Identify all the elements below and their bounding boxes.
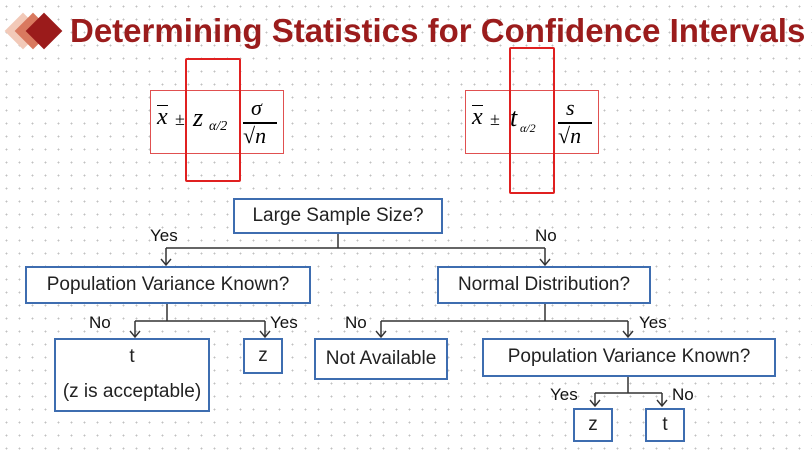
alpha-half-subscript: α/2 [520, 121, 536, 135]
sqrt-n-denominator: √n [243, 123, 267, 148]
plus-minus-symbol: ± [175, 109, 185, 129]
alpha-half-subscript: α/2 [209, 119, 228, 134]
node-z-2: z [573, 408, 613, 442]
edge-label-pv2-no: No [672, 385, 694, 404]
plus-minus-symbol: ± [490, 109, 500, 129]
edge-label-pv2-yes: Yes [550, 385, 578, 404]
s-numerator: s [566, 95, 575, 120]
formula-t-box: x ± t α/2 s √n [465, 90, 599, 154]
xbar-symbol: x [472, 104, 483, 130]
t-symbol: t [510, 103, 518, 132]
title-bar: Determining Statistics for Confidence In… [0, 6, 812, 56]
node-t-z-acceptable: t (z is acceptable) [54, 338, 210, 412]
edge-label-nd-no: No [345, 313, 367, 332]
sqrt-n-denominator: √n [558, 123, 582, 148]
node-normal-distribution: Normal Distribution? [437, 266, 651, 304]
t-highlight-box [509, 47, 555, 194]
edge-label-pv1-yes: Yes [270, 313, 298, 332]
node-t-label: t [129, 346, 135, 368]
formula-z-box: x ± z α/2 σ √n [150, 90, 284, 154]
edge-label-root-no: No [535, 226, 557, 245]
edge-label-root-yes: Yes [150, 226, 178, 245]
fraction-bar [558, 122, 592, 124]
z-highlight-box [185, 58, 241, 182]
page-title: Determining Statistics for Confidence In… [70, 12, 806, 49]
fraction-bar [243, 122, 277, 124]
node-not-available: Not Available [314, 338, 448, 380]
edge-label-nd-yes: Yes [639, 313, 667, 332]
node-population-variance-known-2: Population Variance Known? [482, 338, 776, 377]
node-population-variance-known-1: Population Variance Known? [25, 266, 311, 304]
sigma-numerator: σ [251, 95, 262, 120]
edge-label-pv1-no: No [89, 313, 111, 332]
z-symbol: z [193, 103, 204, 132]
node-z-acceptable-label: (z is acceptable) [62, 381, 202, 402]
node-z-1: z [243, 338, 283, 374]
xbar-symbol: x [157, 104, 168, 130]
node-t-2: t [645, 408, 685, 442]
node-large-sample-size: Large Sample Size? [233, 198, 443, 234]
